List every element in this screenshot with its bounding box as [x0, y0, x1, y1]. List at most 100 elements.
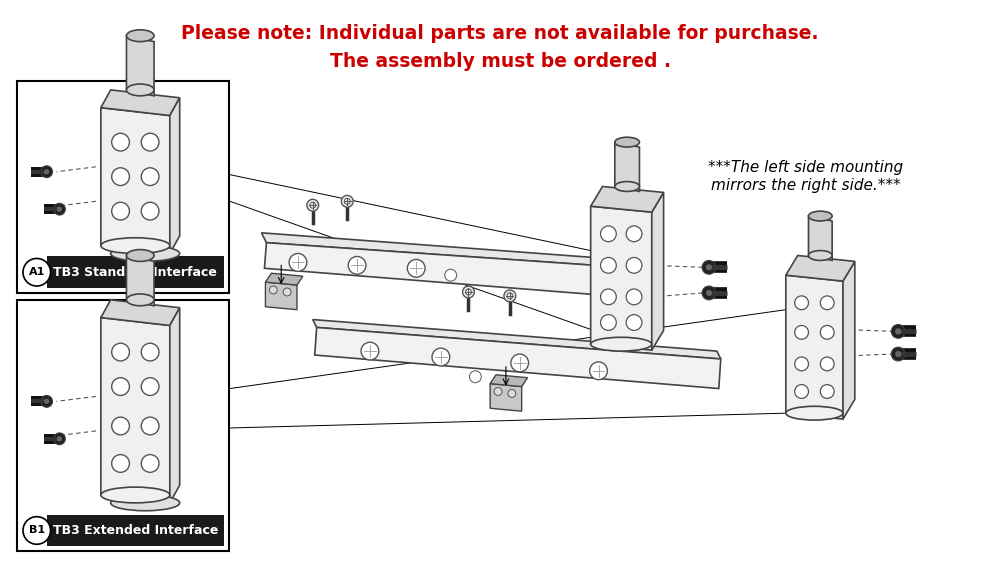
- Text: Please note: Individual parts are not available for purchase.: Please note: Individual parts are not av…: [181, 24, 819, 43]
- Circle shape: [626, 314, 642, 331]
- Polygon shape: [101, 108, 170, 254]
- Circle shape: [407, 260, 425, 277]
- Circle shape: [432, 348, 450, 366]
- Circle shape: [626, 226, 642, 242]
- Circle shape: [820, 296, 834, 310]
- Circle shape: [590, 362, 607, 380]
- Circle shape: [626, 289, 642, 305]
- Circle shape: [112, 454, 129, 472]
- Polygon shape: [126, 36, 154, 96]
- Circle shape: [511, 354, 529, 372]
- Circle shape: [141, 134, 159, 151]
- Circle shape: [141, 202, 159, 220]
- Text: B1: B1: [29, 525, 45, 535]
- Circle shape: [112, 343, 129, 361]
- Polygon shape: [170, 307, 180, 503]
- Circle shape: [795, 325, 808, 339]
- Circle shape: [57, 436, 62, 442]
- Circle shape: [44, 169, 49, 175]
- Circle shape: [463, 286, 474, 298]
- Circle shape: [891, 347, 905, 361]
- Ellipse shape: [808, 211, 832, 221]
- Circle shape: [702, 261, 716, 274]
- Circle shape: [795, 384, 808, 398]
- Circle shape: [895, 328, 901, 335]
- Polygon shape: [313, 320, 721, 359]
- Polygon shape: [101, 90, 180, 116]
- Polygon shape: [265, 273, 303, 285]
- Circle shape: [23, 258, 51, 286]
- Bar: [17, 300, 229, 551]
- Text: The assembly must be ordered .: The assembly must be ordered .: [330, 52, 670, 71]
- Polygon shape: [261, 233, 638, 268]
- Circle shape: [23, 517, 51, 544]
- Polygon shape: [264, 243, 638, 298]
- Circle shape: [141, 454, 159, 472]
- Circle shape: [283, 288, 291, 296]
- Text: ***The left side mounting
mirrors the right side.***: ***The left side mounting mirrors the ri…: [708, 161, 903, 193]
- Polygon shape: [315, 328, 721, 388]
- Circle shape: [601, 314, 616, 331]
- Polygon shape: [786, 275, 843, 419]
- Circle shape: [626, 257, 642, 273]
- Circle shape: [601, 226, 616, 242]
- Circle shape: [706, 264, 712, 271]
- Circle shape: [141, 377, 159, 395]
- Bar: [47, 257, 224, 288]
- Text: A1: A1: [29, 267, 45, 277]
- Circle shape: [289, 254, 307, 271]
- Circle shape: [141, 168, 159, 186]
- Circle shape: [141, 343, 159, 361]
- Circle shape: [504, 290, 516, 302]
- Circle shape: [41, 395, 53, 407]
- Polygon shape: [843, 261, 855, 419]
- Text: TB3 Standard Interface: TB3 Standard Interface: [53, 266, 217, 279]
- Ellipse shape: [786, 406, 843, 420]
- Text: TB3 Extended Interface: TB3 Extended Interface: [53, 524, 218, 537]
- Circle shape: [820, 384, 834, 398]
- Circle shape: [820, 357, 834, 371]
- Polygon shape: [265, 282, 297, 310]
- Ellipse shape: [126, 250, 154, 261]
- Circle shape: [54, 433, 65, 444]
- Polygon shape: [101, 300, 180, 325]
- Ellipse shape: [101, 238, 170, 254]
- Circle shape: [112, 134, 129, 151]
- Polygon shape: [652, 192, 664, 350]
- Ellipse shape: [615, 181, 639, 191]
- Circle shape: [54, 203, 65, 215]
- Circle shape: [141, 417, 159, 435]
- Circle shape: [41, 166, 53, 177]
- Polygon shape: [490, 375, 528, 387]
- Ellipse shape: [591, 338, 652, 351]
- Circle shape: [494, 388, 502, 395]
- Circle shape: [344, 198, 350, 204]
- Ellipse shape: [126, 84, 154, 96]
- Polygon shape: [786, 255, 855, 281]
- Circle shape: [310, 202, 316, 208]
- Circle shape: [601, 289, 616, 305]
- Bar: [17, 81, 229, 293]
- Ellipse shape: [111, 246, 180, 261]
- Circle shape: [891, 324, 905, 338]
- Ellipse shape: [615, 137, 639, 147]
- Circle shape: [361, 342, 379, 360]
- Ellipse shape: [808, 250, 832, 261]
- Polygon shape: [591, 187, 664, 212]
- Circle shape: [508, 390, 516, 398]
- Ellipse shape: [111, 495, 180, 511]
- Circle shape: [702, 286, 716, 300]
- Circle shape: [820, 325, 834, 339]
- Circle shape: [44, 399, 49, 404]
- Circle shape: [112, 168, 129, 186]
- Ellipse shape: [126, 294, 154, 306]
- Circle shape: [341, 195, 353, 207]
- Circle shape: [469, 371, 481, 383]
- Circle shape: [466, 289, 471, 295]
- Ellipse shape: [101, 487, 170, 503]
- Circle shape: [57, 206, 62, 212]
- Bar: [47, 514, 224, 546]
- Circle shape: [112, 377, 129, 395]
- Circle shape: [601, 257, 616, 273]
- Polygon shape: [808, 216, 832, 261]
